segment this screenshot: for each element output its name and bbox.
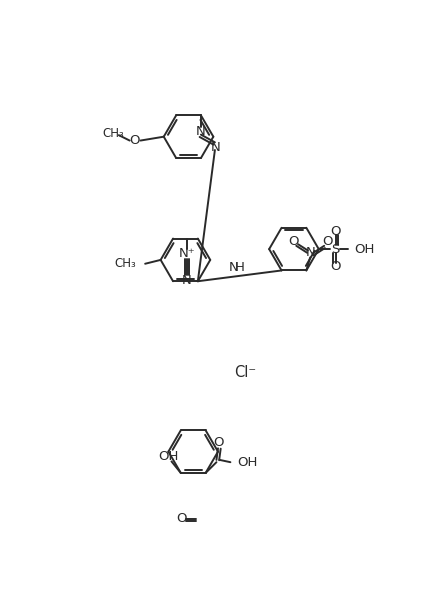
Text: O: O bbox=[322, 235, 332, 248]
Text: O: O bbox=[176, 512, 187, 525]
Text: S: S bbox=[332, 243, 340, 256]
Text: OH: OH bbox=[158, 449, 179, 463]
Text: Cl⁻: Cl⁻ bbox=[234, 365, 256, 380]
Text: O: O bbox=[288, 235, 298, 248]
Text: CH₃: CH₃ bbox=[114, 257, 136, 270]
Text: N: N bbox=[211, 141, 221, 154]
Text: N⁺: N⁺ bbox=[179, 246, 195, 260]
Text: N: N bbox=[196, 125, 206, 138]
Text: CH₃: CH₃ bbox=[103, 127, 124, 140]
Text: O: O bbox=[331, 225, 341, 238]
Text: OH: OH bbox=[237, 457, 258, 470]
Text: OH: OH bbox=[354, 243, 375, 256]
Text: O: O bbox=[213, 436, 223, 449]
Text: H: H bbox=[235, 261, 244, 274]
Text: N: N bbox=[229, 261, 238, 274]
Text: N: N bbox=[305, 246, 315, 259]
Text: N: N bbox=[182, 273, 192, 287]
Text: O: O bbox=[331, 261, 341, 273]
Text: O: O bbox=[129, 134, 140, 147]
